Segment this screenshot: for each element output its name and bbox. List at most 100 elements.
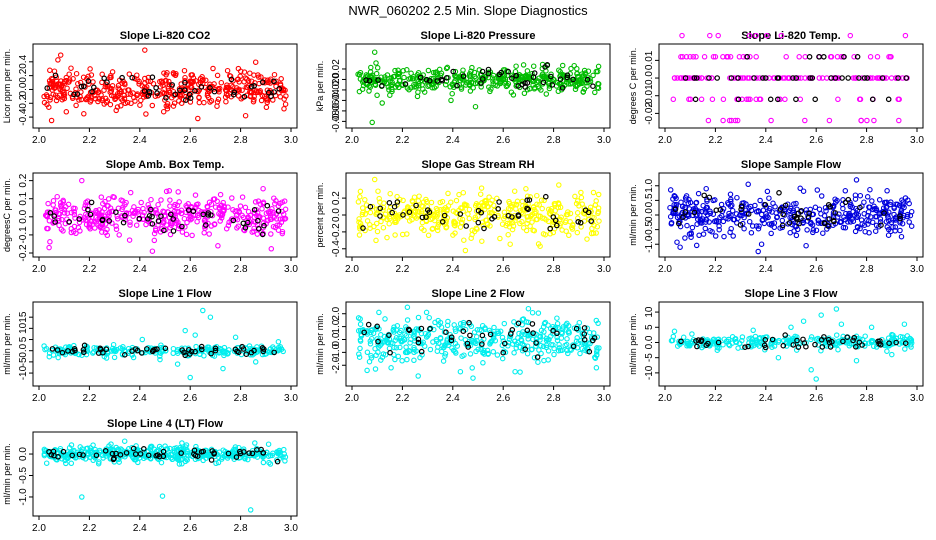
data-point (557, 73, 563, 79)
data-point (539, 73, 545, 79)
x-tick-label: 2.4 (759, 393, 773, 404)
data-point (237, 68, 244, 75)
data-point (369, 72, 375, 79)
data-point (509, 226, 516, 233)
reference-point (790, 75, 796, 81)
data-point (421, 89, 428, 95)
reference-point (198, 84, 205, 90)
data-point (160, 208, 166, 215)
data-point (906, 219, 912, 225)
reference-point (463, 223, 470, 229)
data-point (201, 230, 207, 236)
data-point (538, 197, 545, 203)
data-point (239, 212, 245, 219)
data-point (159, 79, 166, 86)
data-point (158, 197, 164, 203)
x-tick-label: 3.0 (910, 393, 924, 404)
data-point (768, 117, 774, 124)
reference-point (691, 75, 698, 81)
data-point (126, 71, 133, 77)
data-point (82, 202, 89, 209)
data-point (835, 75, 842, 81)
data-point (244, 76, 250, 82)
data-point (359, 211, 366, 218)
data-point (510, 223, 517, 229)
data-point (73, 70, 80, 77)
data-point (277, 216, 283, 222)
data-point (86, 224, 92, 230)
data-point (788, 324, 794, 331)
data-point (536, 202, 542, 208)
data-point (139, 83, 145, 89)
panel-1: Slope Li-820 CO2 Licor ppm per min. 2.0 2.2… (2, 30, 298, 146)
data-point (279, 208, 285, 215)
data-point (68, 460, 75, 467)
data-point (73, 102, 79, 109)
data-point (689, 224, 696, 231)
data-point (764, 32, 770, 39)
data-point (48, 117, 55, 124)
data-point (458, 86, 465, 92)
data-point (223, 91, 230, 97)
data-point (897, 227, 903, 234)
data-point (786, 75, 793, 81)
data-point (574, 210, 581, 216)
reference-point (549, 82, 556, 88)
data-point (596, 218, 602, 224)
data-point (727, 191, 734, 198)
reference-point (557, 76, 564, 83)
reference-point (241, 93, 248, 100)
x-tick-label: 2.4 (446, 393, 460, 404)
data-point (96, 96, 102, 102)
data-point (85, 93, 92, 100)
reference-point (87, 211, 94, 218)
reference-point (169, 82, 176, 88)
data-point (241, 79, 247, 85)
data-point (524, 214, 530, 220)
data-point (63, 109, 70, 115)
reference-point (248, 83, 255, 90)
data-point (200, 307, 206, 314)
x-tick-label: 2.2 (82, 135, 96, 146)
data-point (247, 70, 253, 76)
data-point (170, 103, 177, 109)
data-point (58, 78, 64, 84)
data-point (403, 344, 409, 350)
data-point (896, 117, 902, 124)
data-point (734, 194, 740, 201)
data-point (46, 244, 52, 251)
data-point (888, 75, 895, 81)
data-point (575, 77, 582, 84)
data-point (194, 218, 200, 225)
panel-title: Slope Line 4 (LT) Flow (107, 418, 223, 430)
data-point (357, 321, 364, 327)
reference-point (895, 75, 901, 81)
data-point (779, 217, 786, 224)
data-point (278, 76, 284, 82)
data-point (135, 206, 141, 213)
data-point (758, 241, 765, 247)
data-point (356, 232, 363, 238)
data-point (129, 207, 136, 214)
data-point (118, 103, 124, 109)
data-point (752, 202, 758, 209)
reference-point (807, 75, 814, 81)
reference-point (505, 68, 512, 75)
data-point (838, 321, 845, 327)
reference-point (44, 85, 51, 91)
data-point (826, 117, 833, 124)
data-point (670, 96, 677, 103)
data-point (184, 219, 190, 226)
reference-point (149, 221, 156, 227)
y-tick-label: 0.4 (18, 54, 29, 68)
reference-point (170, 216, 177, 222)
data-point (88, 72, 95, 78)
data-point (395, 81, 401, 88)
data-point (500, 76, 507, 82)
reference-point (85, 206, 91, 213)
x-tick-label: 3.0 (284, 523, 298, 534)
data-point (105, 196, 112, 202)
data-point (901, 321, 908, 327)
y-tick-label: 0.02 (331, 59, 342, 79)
data-point (874, 54, 881, 60)
